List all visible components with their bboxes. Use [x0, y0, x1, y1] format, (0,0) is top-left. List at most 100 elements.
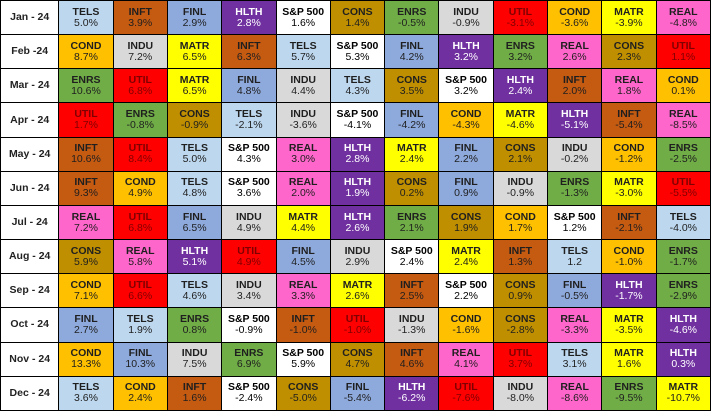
sector-label: COND — [613, 142, 645, 155]
sector-label: MATR — [179, 73, 210, 86]
heatmap-cell: S&P 500 5.3% — [329, 34, 386, 70]
heatmap-cell: ENRS 3.2% — [492, 34, 549, 70]
return-value: 6.9% — [236, 358, 261, 371]
heatmap-cell: CONS 1.9% — [438, 204, 494, 241]
heatmap-cell: FINL -0.5% — [546, 273, 603, 309]
heatmap-cell: S&P 500 1.6% — [275, 0, 331, 36]
sector-label: INDU — [453, 5, 479, 18]
sector-label: FINL — [400, 108, 424, 121]
return-value: -1.6% — [452, 323, 480, 336]
heatmap-cell: S&P 500 -4.1% — [329, 102, 386, 138]
return-value: 3.9% — [128, 16, 153, 29]
return-value: 4.8% — [182, 187, 207, 200]
return-value: -0.9% — [452, 16, 480, 29]
sector-label: REAL — [560, 39, 589, 52]
heatmap-cell: CONS 5.9% — [58, 239, 114, 275]
sector-label: S&P 500 — [445, 278, 487, 291]
sector-label: UTIL — [454, 381, 478, 394]
heatmap-cell: COND 2.4% — [112, 375, 168, 411]
month-label: Dec - 24 — [0, 375, 60, 411]
heatmap-cell: TELS -2.1% — [221, 102, 277, 138]
sector-label: INDU — [236, 210, 262, 223]
return-value: 0.8% — [182, 323, 207, 336]
sector-label: S&P 500 — [336, 108, 379, 121]
sector-label: TELS — [72, 381, 100, 394]
sector-label: ENRS — [179, 312, 210, 325]
return-value: 6.5% — [182, 84, 207, 97]
sector-label: INDU — [127, 39, 154, 52]
heatmap-cell: REAL -3.3% — [546, 307, 603, 343]
heatmap-cell: MATR -4.6% — [492, 102, 549, 138]
return-value: -2.9% — [669, 289, 698, 302]
sector-label: HLTH — [343, 176, 372, 189]
return-value: -1.0% — [289, 323, 317, 336]
heatmap-cell: UTIL -5.5% — [655, 170, 711, 206]
sector-label: CONS — [70, 244, 102, 257]
sector-label: UTIL — [508, 5, 533, 18]
return-value: 0.9% — [508, 289, 533, 302]
heatmap-cell: UTIL 4.9% — [221, 239, 277, 275]
sector-label: COND — [70, 39, 102, 52]
heatmap-cell: REAL 2.0% — [275, 170, 331, 206]
heatmap-cell: INDU -0.9% — [492, 170, 549, 206]
sector-label: FINL — [291, 244, 315, 257]
return-value: 6.8% — [128, 84, 153, 97]
heatmap-cell: TELS 5.0% — [58, 0, 114, 36]
return-value: 1.3% — [508, 255, 533, 268]
return-value: 0.1% — [671, 84, 696, 97]
return-value: 1.6% — [291, 16, 316, 29]
sector-label: CONS — [179, 108, 210, 121]
sector-label: ENRS — [505, 39, 535, 52]
return-value: 2.1% — [399, 221, 424, 234]
heatmap-cell: CONS 0.9% — [492, 273, 549, 309]
return-value: 3.1% — [562, 358, 587, 371]
heatmap-cell: UTIL 6.6% — [112, 273, 168, 309]
sector-label: UTIL — [237, 244, 261, 257]
month-label: Jul - 24 — [0, 204, 60, 241]
sector-label: TELS — [181, 176, 208, 189]
sector-label: COND — [613, 244, 645, 257]
heatmap-cell: TELS 4.3% — [329, 68, 386, 104]
return-value: 1.7% — [508, 221, 533, 234]
heatmap-cell: S&P 500 3.6% — [221, 170, 277, 206]
heatmap-cell: UTIL 3.7% — [492, 341, 549, 377]
return-value: 3.5% — [399, 84, 424, 97]
return-value: -5.5% — [669, 187, 698, 200]
heatmap-cell: MATR -10.7% — [655, 375, 711, 411]
heatmap-cell: CONS 2.1% — [492, 136, 549, 172]
heatmap-cell: CONS -0.9% — [166, 102, 223, 138]
sector-label: REAL — [669, 108, 698, 121]
return-value: 1.6% — [616, 358, 641, 371]
sector-label: HLTH — [343, 210, 372, 223]
return-value: 4.6% — [399, 358, 424, 371]
heatmap-cell: ENRS -9.5% — [601, 375, 657, 411]
return-value: 2.2% — [454, 289, 479, 302]
sector-label: INFT — [182, 381, 207, 394]
heatmap-cell: TELS 4.6% — [166, 273, 223, 309]
sector-label: REAL — [288, 278, 318, 291]
sector-label: FINL — [454, 176, 478, 189]
heatmap-cell: INDU 7.5% — [166, 341, 223, 377]
heatmap-cell: FINL -5.4% — [329, 375, 386, 411]
heatmap-cell: HLTH 2.6% — [329, 204, 386, 241]
return-value: 10.3% — [125, 358, 156, 371]
sector-label: COND — [450, 108, 482, 121]
heatmap-cell: COND 1.7% — [492, 204, 549, 241]
heatmap-cell: INFT 6.3% — [221, 34, 277, 70]
sector-label: INDU — [561, 142, 588, 155]
heatmap-cell: CONS 0.2% — [384, 170, 440, 206]
heatmap-cell: REAL -8.6% — [546, 375, 603, 411]
return-value: -1.3% — [560, 187, 589, 200]
return-value: -8.6% — [560, 392, 589, 405]
heatmap-cell: CONS 4.7% — [329, 341, 386, 377]
sector-label: FINL — [128, 347, 152, 360]
heatmap-cell: TELS 1.9% — [112, 307, 168, 343]
sector-label: INFT — [617, 108, 641, 121]
sector-label: MATR — [614, 176, 644, 189]
return-value: 3.2% — [508, 50, 533, 63]
sector-label: TELS — [344, 73, 371, 86]
sector-label: INFT — [74, 142, 98, 155]
sector-label: COND — [70, 347, 102, 360]
heatmap-cell: COND 4.9% — [112, 170, 168, 206]
